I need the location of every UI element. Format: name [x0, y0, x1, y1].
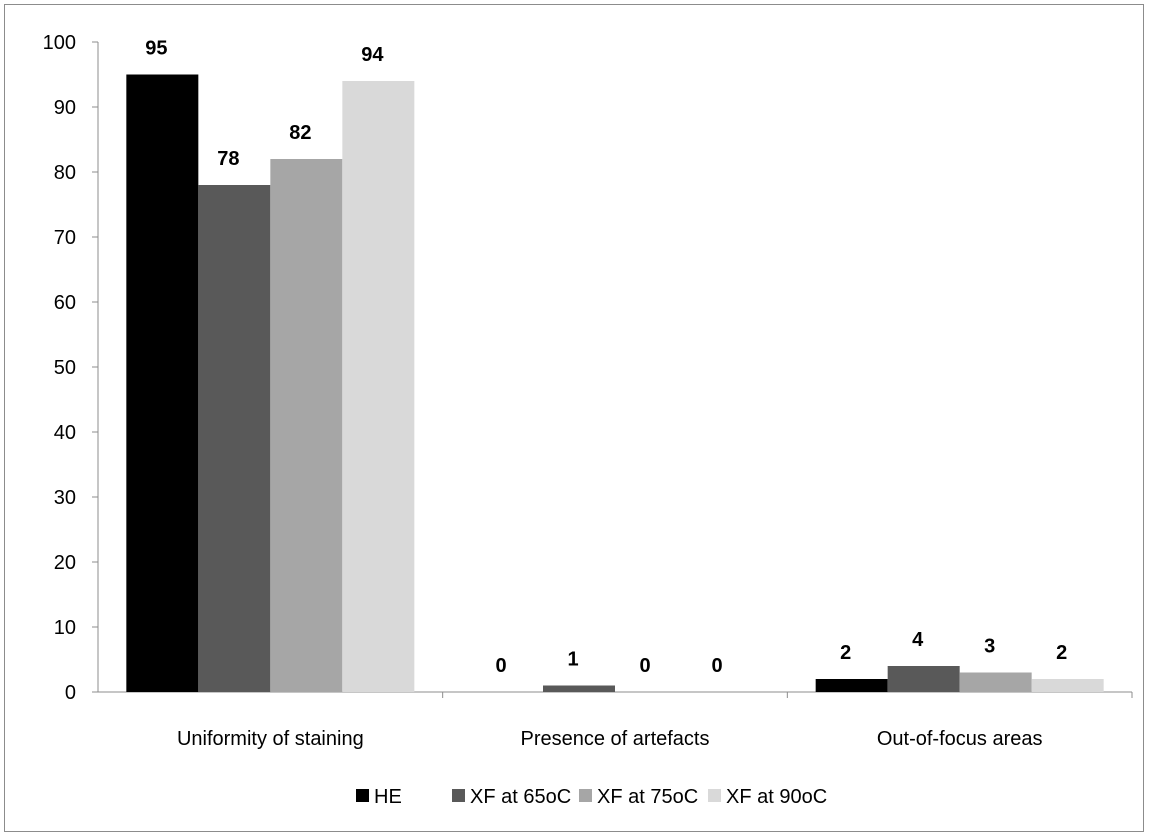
bar — [543, 685, 615, 692]
y-tick-label: 50 — [54, 357, 76, 379]
legend-swatch — [579, 789, 592, 802]
data-label: 82 — [289, 122, 311, 144]
bar — [1031, 679, 1104, 692]
legend-swatch — [708, 789, 721, 802]
category-label: Out-of-focus areas — [877, 728, 1043, 750]
bar — [887, 666, 960, 692]
bar — [959, 672, 1032, 692]
data-label: 0 — [711, 655, 722, 677]
category-label: Presence of artefacts — [521, 728, 710, 750]
bar — [342, 81, 415, 692]
y-tick-label: 20 — [54, 552, 76, 574]
y-tick-label: 0 — [65, 682, 76, 704]
legend-label: XF at 75oC — [597, 786, 698, 808]
data-label: 95 — [145, 38, 167, 60]
data-label: 94 — [361, 44, 384, 66]
legend-label: XF at 90oC — [726, 786, 827, 808]
data-label: 4 — [912, 629, 924, 651]
data-label: 2 — [1056, 642, 1067, 664]
data-label: 78 — [217, 148, 239, 170]
y-tick-label: 60 — [54, 292, 76, 314]
data-label: 0 — [639, 655, 650, 677]
y-tick-label: 30 — [54, 487, 76, 509]
data-label: 3 — [984, 636, 995, 658]
y-tick-label: 70 — [54, 227, 76, 249]
data-label: 0 — [495, 655, 506, 677]
y-tick-label: 100 — [43, 32, 76, 54]
legend-swatch — [452, 789, 465, 802]
data-label: 2 — [840, 642, 851, 664]
bar — [815, 679, 888, 692]
bar — [198, 185, 271, 692]
bar — [126, 74, 199, 692]
y-tick-label: 10 — [54, 617, 76, 639]
y-tick-label: 40 — [54, 422, 76, 444]
y-tick-label: 80 — [54, 162, 76, 184]
data-label: 1 — [567, 649, 578, 671]
bar — [270, 159, 343, 692]
category-label: Uniformity of staining — [177, 728, 364, 750]
legend-label: HE — [374, 786, 402, 808]
legend-label: XF at 65oC — [470, 786, 571, 808]
y-tick-label: 90 — [54, 97, 76, 119]
legend-swatch — [356, 789, 369, 802]
